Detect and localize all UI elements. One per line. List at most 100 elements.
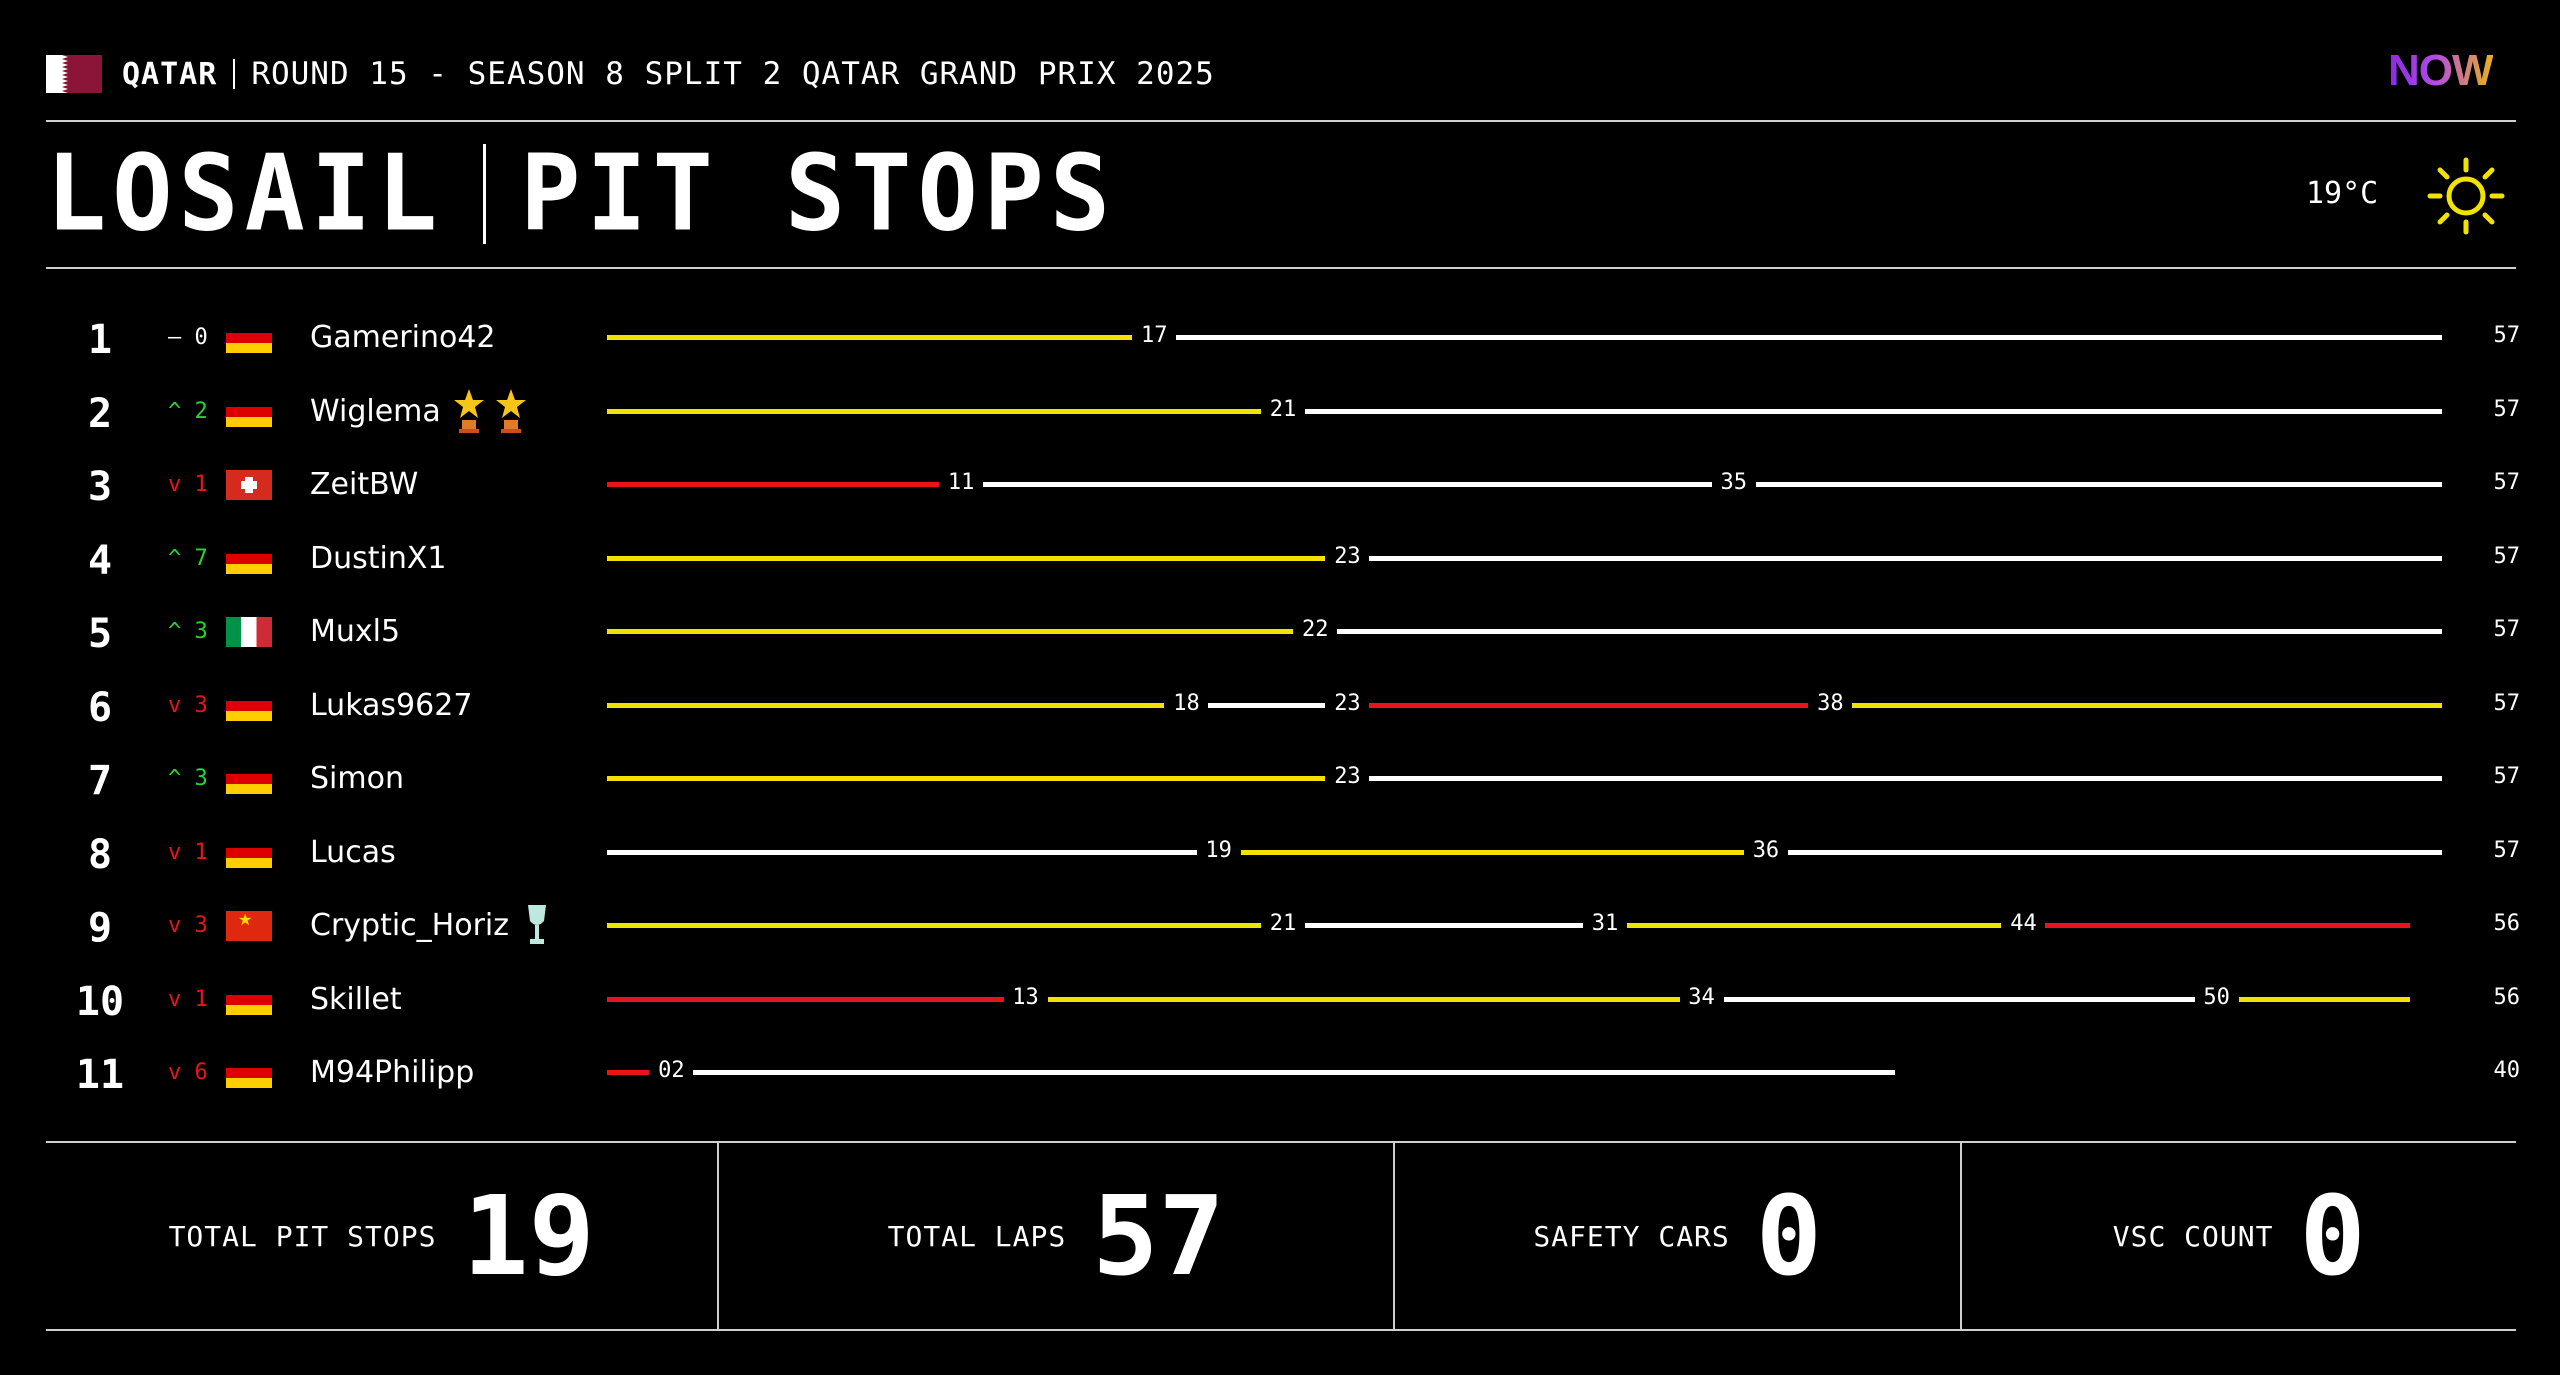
tyre-stint bbox=[1176, 335, 2442, 340]
event-header: QATAR ROUND 15 - SEASON 8 SPLIT 2 QATAR … bbox=[46, 54, 1215, 94]
driver-name[interactable]: Wiglema bbox=[310, 393, 441, 429]
result-row: 17 1 – 0 Gamerino42 57 bbox=[0, 307, 2560, 367]
pit-lap-label: 23 bbox=[1334, 764, 1361, 789]
tyre-stint bbox=[607, 996, 1004, 1002]
tyre-stint bbox=[607, 629, 1294, 634]
tyre-stint bbox=[2238, 996, 2410, 1002]
round-title: ROUND 15 - SEASON 8 SPLIT 2 QATAR GRAND … bbox=[251, 56, 1215, 92]
result-row: 21 2 ^ 2 Wiglema 57 bbox=[0, 381, 2560, 441]
tyre-stint bbox=[1755, 482, 2442, 487]
pit-lap-label: 21 bbox=[1269, 396, 1297, 422]
stint-track: 13 34 50 bbox=[0, 969, 2560, 1029]
trophy-star-icon bbox=[454, 388, 484, 433]
pit-lap-label: 23 bbox=[1334, 690, 1361, 716]
tyre-stint bbox=[983, 482, 1712, 487]
pit-lap-label: 50 bbox=[2203, 984, 2230, 1010]
country-label: QATAR bbox=[122, 56, 218, 92]
tyre-stint bbox=[1240, 849, 1744, 855]
position-change: ^ 3 bbox=[168, 766, 208, 791]
stat-value: 0 bbox=[1755, 1172, 1823, 1300]
de-flag-icon bbox=[226, 764, 272, 794]
position-change: ^ 3 bbox=[168, 619, 208, 644]
position-change: ^ 2 bbox=[168, 398, 208, 424]
pit-lap-label: 13 bbox=[1012, 984, 1039, 1010]
de-flag-icon bbox=[226, 837, 272, 868]
tyre-stint bbox=[607, 335, 1133, 340]
stat-label: SAFETY CARS bbox=[1533, 1219, 1730, 1253]
laps-completed: 57 bbox=[2493, 543, 2521, 569]
result-row: 23 7 ^ 3 Simon 57 bbox=[0, 748, 2560, 808]
stat-safety-cars: SAFETY CARS 0 bbox=[1392, 1143, 1961, 1329]
position: 9 bbox=[87, 905, 113, 951]
result-row: 11 35 3 v 1 ZeitBW 57 bbox=[0, 454, 2560, 514]
result-row: 22 5 ^ 3 Muxl5 57 bbox=[0, 601, 2560, 661]
stint-track: 21 31 44 bbox=[0, 895, 2560, 955]
result-row: 21 31 44 9 v 3 Cryptic_Horiz 56 bbox=[0, 895, 2560, 955]
driver-name[interactable]: M94Philipp bbox=[310, 1055, 475, 1090]
position: 6 bbox=[87, 684, 113, 731]
stint-track: 19 36 bbox=[0, 822, 2560, 882]
laps-completed: 40 bbox=[2493, 1058, 2521, 1083]
it-flag-icon bbox=[226, 617, 272, 647]
pit-lap-label: 22 bbox=[1301, 617, 1329, 642]
sun-icon bbox=[2427, 157, 2505, 235]
position-change: v 1 bbox=[168, 839, 208, 865]
de-flag-icon bbox=[226, 543, 272, 574]
laps-completed: 56 bbox=[2493, 984, 2521, 1010]
result-row: 23 4 ^ 7 DustinX1 57 bbox=[0, 528, 2560, 588]
pit-lap-label: 23 bbox=[1334, 543, 1361, 569]
pit-lap-label: 34 bbox=[1688, 984, 1715, 1010]
tyre-stint bbox=[607, 482, 940, 487]
de-flag-icon bbox=[226, 1058, 272, 1088]
position: 8 bbox=[87, 831, 113, 878]
tyre-stint bbox=[607, 555, 1326, 561]
tyre-stint bbox=[1626, 923, 2002, 928]
driver-name[interactable]: Lukas9627 bbox=[310, 687, 473, 723]
de-flag-icon bbox=[226, 396, 272, 427]
tyre-stint bbox=[607, 849, 1197, 855]
laps-completed: 57 bbox=[2493, 470, 2521, 495]
laps-completed: 57 bbox=[2493, 617, 2521, 642]
pit-lap-label: 19 bbox=[1205, 837, 1232, 863]
driver-name[interactable]: Gamerino42 bbox=[310, 320, 496, 355]
section-name: PIT STOPS bbox=[520, 132, 1117, 255]
cup-icon bbox=[528, 905, 546, 944]
driver-name[interactable]: Muxl5 bbox=[310, 614, 401, 649]
laps-completed: 57 bbox=[2493, 323, 2521, 348]
driver-name[interactable]: Cryptic_Horiz bbox=[310, 908, 509, 943]
title-divider bbox=[483, 144, 487, 244]
header-divider bbox=[233, 59, 236, 89]
cn-flag-icon bbox=[226, 911, 272, 941]
pit-lap-label: 11 bbox=[947, 470, 975, 495]
stat-total-laps: TOTAL LAPS 57 bbox=[717, 1143, 1392, 1329]
driver-name[interactable]: Skillet bbox=[310, 981, 402, 1017]
stint-track: 17 bbox=[0, 307, 2560, 367]
driver-name[interactable]: DustinX1 bbox=[310, 540, 447, 576]
trophy-star-icon bbox=[496, 388, 526, 433]
result-row: 02 11 v 6 M94Philipp 40 bbox=[0, 1042, 2560, 1102]
divider-top bbox=[46, 120, 2516, 122]
laps-completed: 57 bbox=[2493, 396, 2521, 422]
tyre-stint bbox=[1852, 702, 2442, 708]
position: 1 bbox=[87, 317, 113, 363]
laps-completed: 56 bbox=[2493, 911, 2521, 936]
tyre-stint bbox=[1369, 702, 1809, 708]
page-title: LOSAIL PIT STOPS bbox=[46, 140, 1116, 248]
stint-track: 02 bbox=[0, 1042, 2560, 1102]
stat-label: TOTAL LAPS bbox=[887, 1219, 1067, 1253]
tyre-stint bbox=[607, 1070, 650, 1075]
pit-lap-label: 36 bbox=[1752, 837, 1780, 863]
laps-completed: 57 bbox=[2493, 764, 2521, 789]
position: 7 bbox=[87, 758, 113, 804]
stat-value: 0 bbox=[2299, 1172, 2366, 1300]
driver-name[interactable]: ZeitBW bbox=[310, 467, 419, 502]
stint-track: 11 35 bbox=[0, 454, 2560, 514]
driver-name[interactable]: Lucas bbox=[310, 834, 396, 870]
tyre-stint bbox=[607, 776, 1326, 781]
stat-total-pit-stops: TOTAL PIT STOPS 19 bbox=[46, 1143, 717, 1329]
ch-flag-icon bbox=[226, 470, 272, 500]
pit-lap-label: 17 bbox=[1141, 323, 1168, 348]
driver-name[interactable]: Simon bbox=[310, 761, 404, 796]
position: 5 bbox=[87, 611, 113, 657]
de-flag-icon bbox=[226, 984, 272, 1015]
